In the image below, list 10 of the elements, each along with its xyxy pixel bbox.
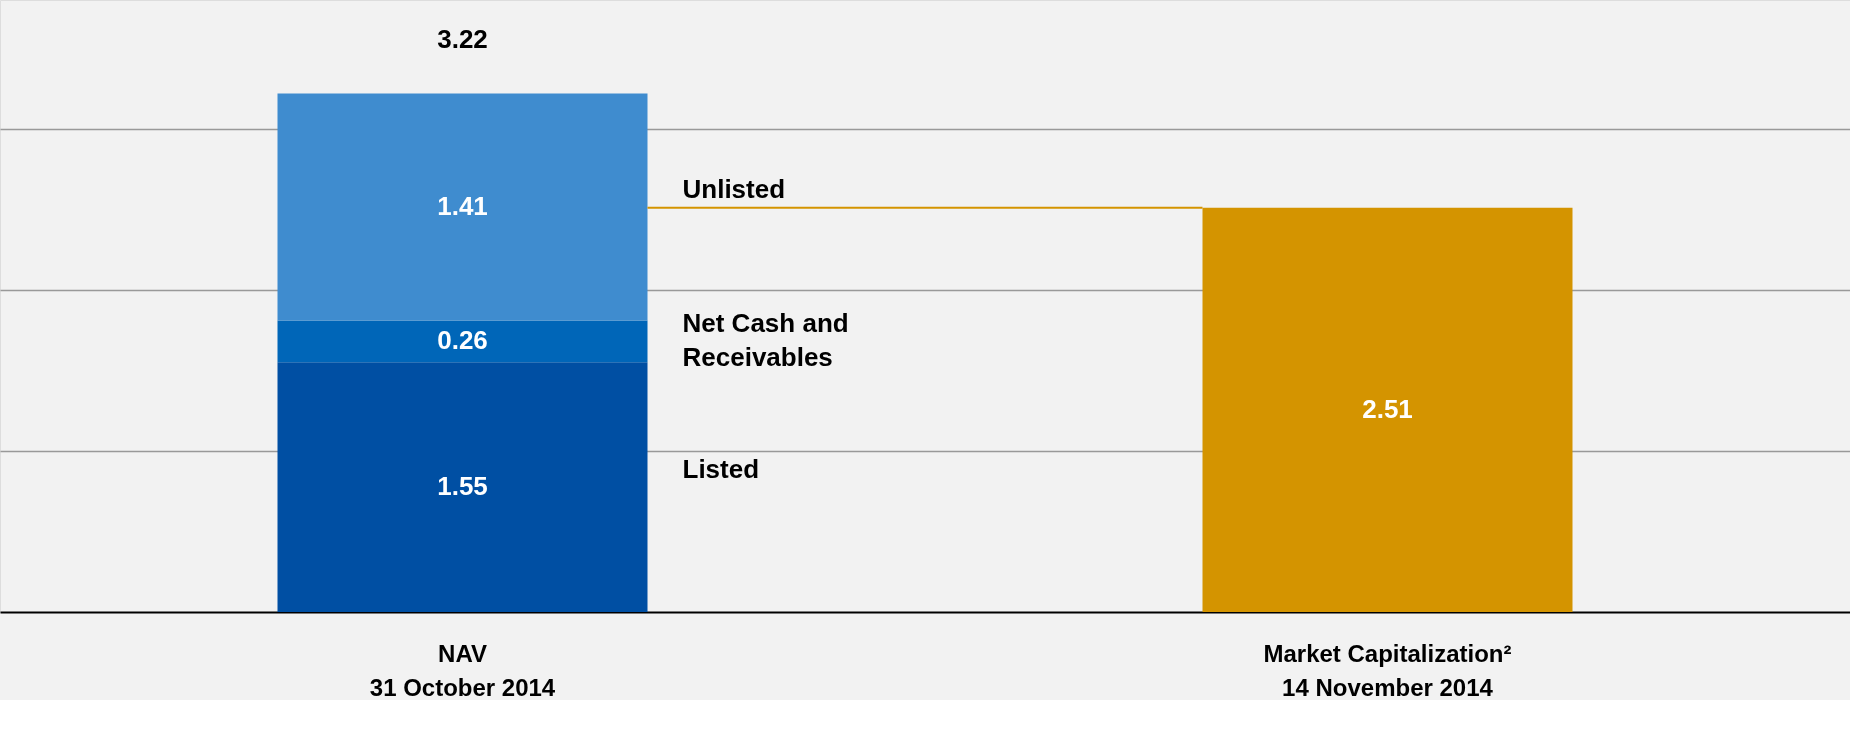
data-label: 1.55 (437, 471, 488, 502)
series-label: Unlisted (682, 173, 786, 204)
series-label: Listed (682, 454, 760, 485)
data-label: 2.51 (1362, 393, 1413, 424)
data-label: 1.41 (437, 190, 488, 221)
series-label: Net Cash and Receivables (682, 308, 849, 373)
x-tick-label: Market Capitalization² 14 November 2014 (1263, 639, 1512, 701)
data-label: 0.26 (437, 325, 488, 356)
x-tick-label: NAV 31 October 2014 (369, 639, 556, 701)
total-label: 3.22 (437, 24, 488, 55)
